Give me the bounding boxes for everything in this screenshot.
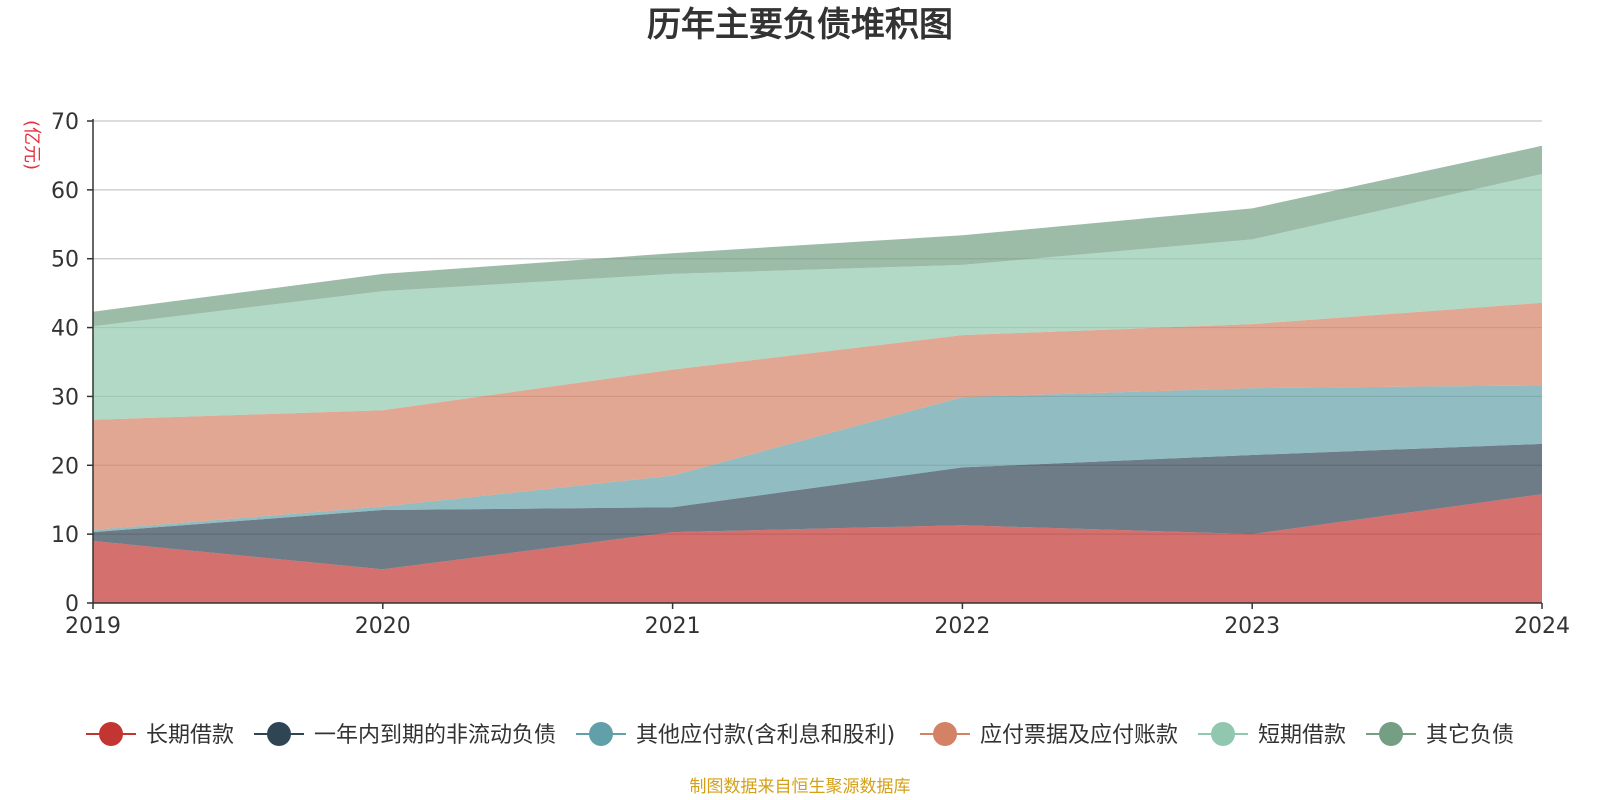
legend-marker: [99, 722, 123, 746]
legend-label: 短期借款: [1258, 723, 1346, 748]
legend-label: 其他应付款(含利息和股利): [636, 723, 895, 748]
legend-label: 应付票据及应付账款: [980, 723, 1178, 748]
legend-marker: [267, 722, 291, 746]
area-1: [93, 494, 1542, 603]
x-tick-label: 2019: [65, 614, 121, 639]
y-tick-label: 10: [51, 523, 79, 548]
legend-marker: [933, 722, 957, 746]
source-note: 制图数据来自恒生聚源数据库: [690, 777, 911, 797]
y-tick-label: 60: [51, 179, 79, 204]
x-tick-label: 2024: [1514, 614, 1570, 639]
legend-label: 其它负债: [1426, 723, 1514, 748]
x-tick-label: 2021: [645, 614, 701, 639]
legend-item-4[interactable]: 应付票据及应付账款: [920, 722, 1178, 748]
legend-item-3[interactable]: 其他应付款(含利息和股利): [576, 722, 895, 748]
area-5: [93, 174, 1542, 420]
legend-marker: [589, 722, 613, 746]
y-tick-label: 70: [51, 110, 79, 135]
axes: 0 10 20 30 40 50 60 70 2019 2020 2021 2022 2023 2024: [51, 110, 1570, 639]
y-tick-label: 0: [65, 592, 79, 617]
area-series: [93, 145, 1542, 603]
area-6: [93, 145, 1542, 327]
legend-item-1[interactable]: 长期借款: [86, 722, 234, 748]
x-tick-label: 2020: [355, 614, 411, 639]
area-3: [93, 385, 1542, 533]
y-tick-label: 50: [51, 248, 79, 273]
y-tick-label: 20: [51, 454, 79, 479]
legend-item-5[interactable]: 短期借款: [1198, 722, 1346, 748]
x-tick-label: 2022: [934, 614, 990, 639]
legend-label: 一年内到期的非流动负债: [314, 723, 556, 748]
y-tick-label: 30: [51, 385, 79, 410]
chart-title: 历年主要负债堆积图: [647, 5, 953, 45]
legend-marker: [1379, 722, 1403, 746]
legend-marker: [1211, 722, 1235, 746]
y-axis-unit-label: (亿元): [21, 120, 42, 170]
legend-item-6[interactable]: 其它负债: [1366, 722, 1514, 748]
x-tick-label: 2023: [1224, 614, 1280, 639]
y-tick-label: 40: [51, 317, 79, 342]
legend-label: 长期借款: [146, 723, 234, 748]
legend-item-2[interactable]: 一年内到期的非流动负债: [254, 722, 556, 748]
area-2: [93, 443, 1542, 570]
legend: 长期借款 一年内到期的非流动负债 其他应付款(含利息和股利) 应付票据及应付账款 短期借…: [86, 722, 1514, 748]
area-4: [93, 302, 1542, 530]
